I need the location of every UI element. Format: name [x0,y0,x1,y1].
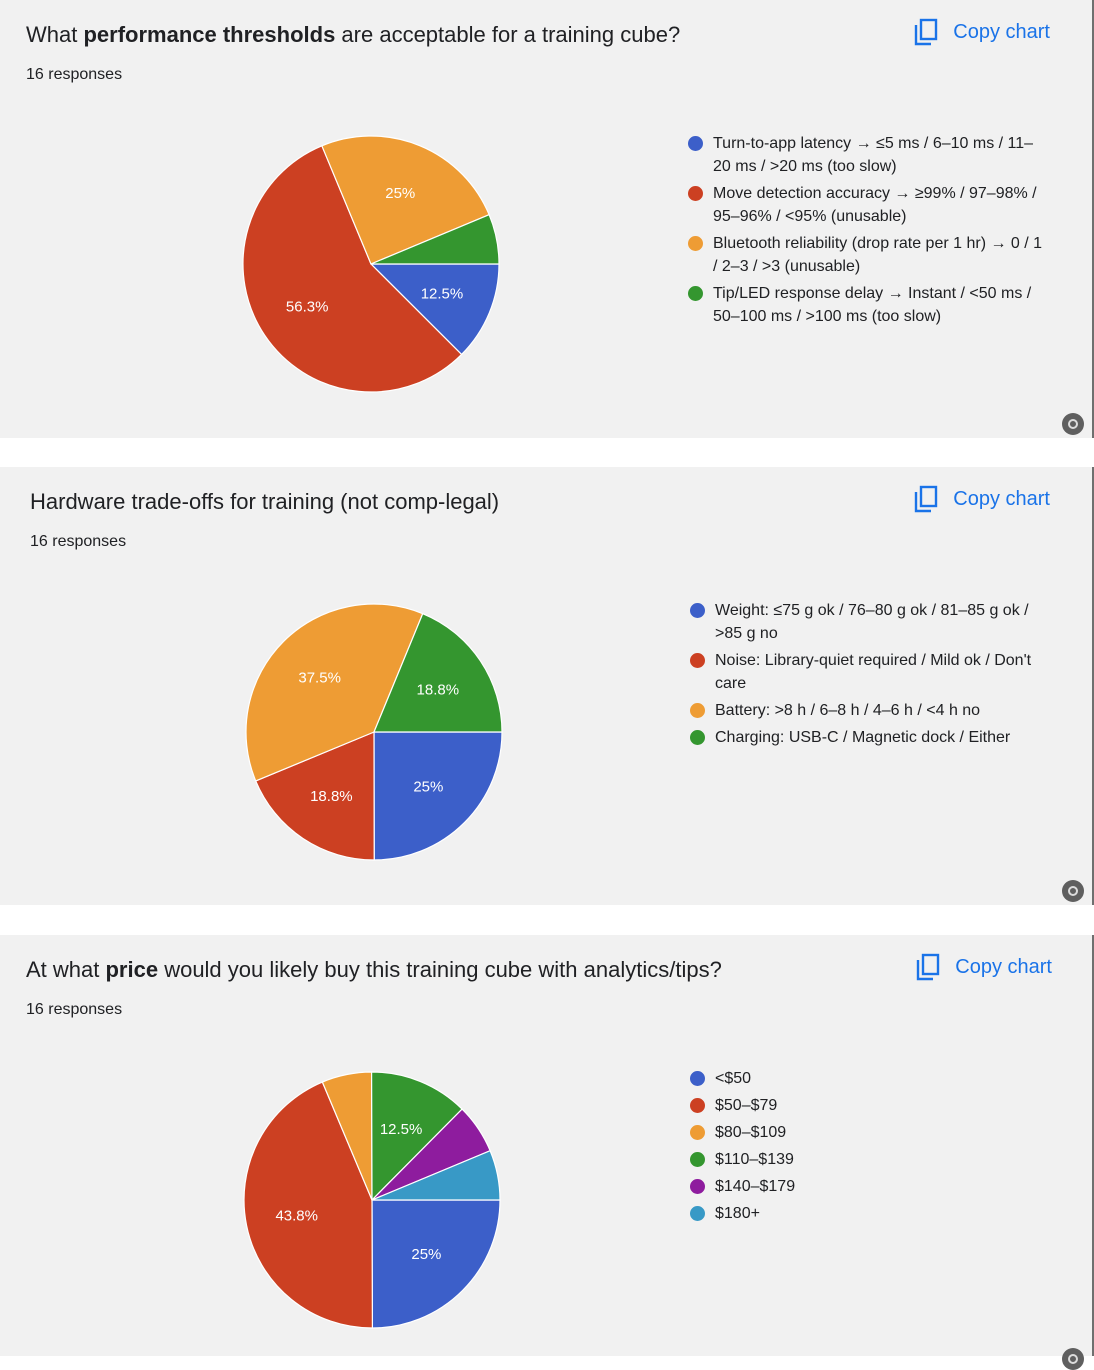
copy-icon [913,18,939,46]
slice-label: 18.8% [310,788,353,805]
legend-label: $50–$79 [715,1097,778,1114]
slice-label: 25% [385,185,415,202]
legend-label: Tip/LED response delay → Instant / <50 m… [713,285,1032,325]
legend-label: $110–$139 [715,1151,794,1168]
legend-item: Noise: Library-quiet required / Mild ok … [690,649,1050,695]
pie-chart: 25% 43.8% 12.5% [243,1071,501,1329]
copy-chart-label: Copy chart [953,487,1050,510]
slice-label: 12.5% [421,285,464,302]
copy-chart-button[interactable]: Copy chart [913,18,1050,46]
slice-label: 18.8% [417,681,460,698]
legend-item: $80–$109 [690,1121,1050,1144]
legend-item: $50–$79 [690,1094,1050,1117]
legend-swatch [688,286,703,301]
legend-label: <$50 [715,1070,752,1087]
pie-slice[interactable] [370,1071,463,1202]
legend-label: Turn-to-app latency → ≤5 ms / 6–10 ms / … [713,135,1034,175]
legend-label: $140–$179 [715,1178,796,1195]
pie-slice[interactable] [243,1081,374,1329]
legend-item: $180+ [690,1202,1050,1225]
legend-label: Battery: >8 h / 6–8 h / 4–6 h / <4 h no [715,702,981,719]
copy-chart-button[interactable]: Copy chart [913,485,1050,513]
copy-chart-button[interactable]: Copy chart [915,953,1052,981]
legend-swatch [690,1206,705,1221]
copy-chart-label: Copy chart [953,20,1050,43]
expand-icon[interactable] [1062,1348,1084,1370]
legend-label: Weight: ≤75 g ok / 76–80 g ok / 81–85 g … [715,602,1029,642]
legend-swatch [690,730,705,745]
copy-icon [913,485,939,513]
legend-item: Bluetooth reliability (drop rate per 1 h… [688,232,1048,278]
legend-item: Tip/LED response delay → Instant / <50 m… [688,282,1048,328]
slice-label: 25% [413,778,443,795]
response-count: 16 responses [26,1001,123,1018]
question-title: What performance thresholds are acceptab… [26,22,681,47]
response-count: 16 responses [26,66,123,83]
pie-slice[interactable] [371,1149,501,1201]
legend-label: Charging: USB-C / Magnetic dock / Either [715,729,1011,746]
legend-label: $180+ [715,1205,760,1222]
legend-item: <$50 [690,1067,1050,1090]
legend-item: $140–$179 [690,1175,1050,1198]
legend-item: Battery: >8 h / 6–8 h / 4–6 h / <4 h no [690,699,1050,722]
chart-legend: <$50 $50–$79 $80–$109 $110–$139 $140–$179 $18… [690,1067,1050,1229]
slice-label: 37.5% [298,670,341,687]
legend-swatch [690,1152,705,1167]
legend-swatch [688,136,703,151]
pie-chart: 12.5% 56.3% 25% [242,135,500,393]
pie-slice[interactable] [373,612,503,733]
legend-label: Bluetooth reliability (drop rate per 1 h… [713,235,1043,275]
question-title: At what price would you likely buy this … [26,957,722,982]
legend-swatch [688,236,703,251]
pie-slice[interactable] [370,213,500,265]
legend-swatch [690,1125,705,1140]
pie-chart: 25% 18.8% 37.5% 18.8% [245,603,503,861]
legend-item: Weight: ≤75 g ok / 76–80 g ok / 81–85 g … [690,599,1050,645]
legend-swatch [690,1098,705,1113]
legend-swatch [688,186,703,201]
slice-label: 25% [411,1246,441,1263]
legend-label: Move detection accuracy → ≥99% / 97–98% … [713,185,1037,225]
response-count: 16 responses [30,533,127,550]
pie-slice[interactable] [373,731,503,861]
copy-chart-label: Copy chart [955,955,1052,978]
chart-legend: Turn-to-app latency → ≤5 ms / 6–10 ms / … [688,132,1048,332]
legend-swatch [690,1071,705,1086]
chart-card-performance: What performance thresholds are acceptab… [0,0,1094,438]
chart-card-hardware: Hardware trade-offs for training (not co… [0,467,1094,905]
legend-label: Noise: Library-quiet required / Mild ok … [715,652,1032,692]
legend-item: Charging: USB-C / Magnetic dock / Either [690,726,1050,749]
expand-icon[interactable] [1062,413,1084,435]
pie-slice[interactable] [369,263,500,356]
question-title: Hardware trade-offs for training (not co… [30,489,500,514]
legend-swatch [690,603,705,618]
pie-slice[interactable] [254,731,375,861]
pie-slice[interactable] [245,603,424,782]
chart-card-price: At what price would you likely buy this … [0,935,1094,1370]
legend-label: $80–$109 [715,1124,787,1141]
expand-icon[interactable] [1062,880,1084,902]
slice-label: 12.5% [380,1121,423,1138]
pie-slice[interactable] [371,1199,501,1329]
slice-label: 56.3% [286,299,329,316]
copy-icon [915,953,941,981]
legend-item: Turn-to-app latency → ≤5 ms / 6–10 ms / … [688,132,1048,178]
chart-legend: Weight: ≤75 g ok / 76–80 g ok / 81–85 g … [690,599,1050,753]
legend-swatch [690,703,705,718]
pie-slice[interactable] [242,145,463,393]
legend-item: $110–$139 [690,1148,1050,1171]
legend-swatch [690,1179,705,1194]
slice-label: 43.8% [275,1207,318,1224]
legend-item: Move detection accuracy → ≥99% / 97–98% … [688,182,1048,228]
legend-swatch [690,653,705,668]
